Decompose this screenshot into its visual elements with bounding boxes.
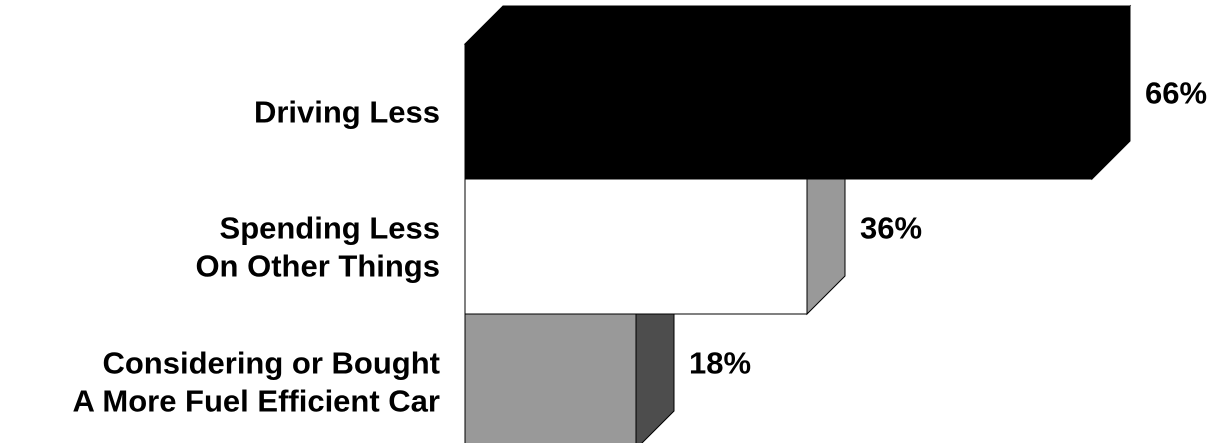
category-label-3-line-2: A More Fuel Efficient Car xyxy=(73,384,440,419)
bars-layer xyxy=(463,4,1132,443)
bar-1-front-face xyxy=(464,43,1093,180)
labels-layer: Driving Less 66% Spending Less On Other Thi… xyxy=(73,76,1208,419)
bar-1 xyxy=(463,4,1132,181)
bar-2 xyxy=(464,139,846,316)
category-label-3: Considering or Bought A More Fuel Efficie… xyxy=(73,346,440,419)
bar-2-front-face xyxy=(464,178,808,315)
category-label-1: Driving Less xyxy=(254,95,440,130)
category-label-2-line-1: Spending Less xyxy=(220,211,440,246)
category-label-2: Spending Less On Other Things xyxy=(195,211,440,284)
category-label-2-line-2: On Other Things xyxy=(195,249,440,284)
bar-1-top-face xyxy=(463,5,1132,45)
bar-3 xyxy=(464,274,675,443)
category-label-3-line-1: Considering or Bought xyxy=(102,346,440,381)
value-label-1: 66% xyxy=(1145,76,1207,111)
value-label-3: 18% xyxy=(689,346,751,381)
bar-3-front-face xyxy=(464,313,637,443)
value-label-2: 36% xyxy=(860,211,922,246)
category-label-1-line-1: Driving Less xyxy=(254,95,440,130)
